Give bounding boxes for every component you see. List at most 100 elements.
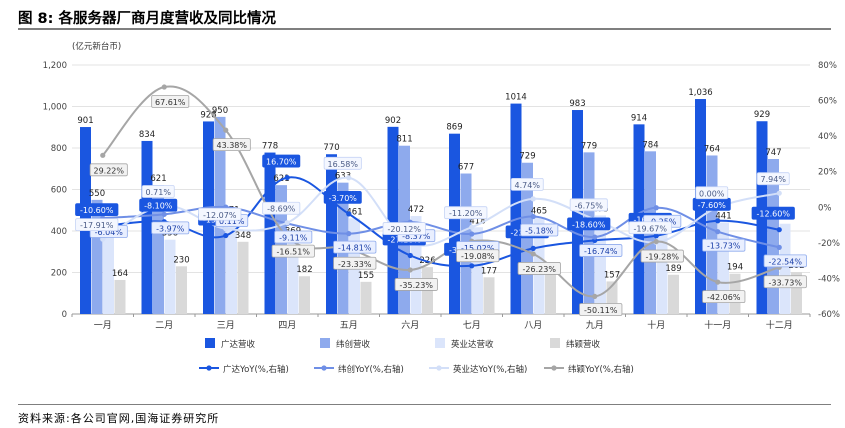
series-point — [530, 251, 536, 257]
bar — [237, 241, 249, 314]
bar-value-label: 633 — [335, 172, 351, 182]
series-point — [469, 231, 475, 237]
y-left-tick: 800 — [51, 144, 67, 154]
bar — [510, 103, 522, 314]
bar-value-label: 729 — [519, 152, 535, 162]
bar — [226, 216, 237, 314]
bar — [656, 230, 668, 314]
bar — [768, 158, 779, 314]
bar-value-label: 901 — [77, 116, 93, 126]
legend-swatch — [320, 338, 330, 348]
bar-value-label: 1014 — [505, 93, 527, 103]
bar-value-label: 811 — [396, 135, 412, 145]
legend-label: 广达YoY(%,右轴) — [223, 364, 289, 375]
y-right-tick: 40% — [818, 132, 837, 142]
series-point — [161, 211, 167, 217]
x-tick-label: 十一月 — [704, 319, 731, 331]
series-point — [592, 234, 598, 240]
yoy-label-box — [763, 275, 807, 289]
legend-swatch — [550, 338, 560, 348]
bar-value-label: 472 — [408, 205, 424, 215]
legend-label: 纬创营收 — [336, 339, 371, 350]
yoy-value-label: -15.02% — [461, 244, 495, 253]
legend-marker — [321, 365, 327, 371]
yoy-value-label: -13.73% — [707, 242, 741, 251]
yoy-value-label: -19.67% — [634, 224, 668, 233]
series-point — [284, 174, 290, 181]
y-right-tick: -60% — [818, 310, 840, 320]
bar — [387, 126, 399, 315]
yoy-value-label: -16.74% — [584, 247, 618, 256]
bar-value-label: 869 — [446, 123, 462, 133]
bar-value-label: 621 — [150, 174, 166, 184]
yoy-label-box — [75, 218, 119, 232]
y-right-tick: 80% — [818, 61, 837, 71]
bar-value-label: 418 — [469, 216, 485, 226]
yoy-label-box — [198, 207, 242, 221]
bar-value-label: 155 — [358, 271, 374, 281]
legend-label: 纬颖营收 — [566, 339, 601, 350]
bar — [326, 154, 337, 314]
yoy-label-box — [640, 249, 684, 263]
yoy-value-label: 67.61% — [155, 98, 186, 107]
series-point — [776, 244, 782, 250]
bar-value-label: 461 — [346, 207, 362, 217]
yoy-value-label: -12.60% — [757, 210, 791, 219]
yoy-value-label: -6.75% — [575, 201, 604, 210]
bar — [91, 199, 103, 314]
yoy-value-label: -11.20% — [449, 209, 483, 218]
legend-marker — [551, 365, 557, 371]
bar — [153, 185, 164, 314]
figure-title: 图 8: 各服务器厂商月度营收及同比情况 — [18, 7, 276, 28]
bar — [114, 279, 126, 314]
bar-value-label: 465 — [531, 207, 547, 217]
series-point — [530, 213, 536, 220]
y-left-tick: 1,200 — [43, 61, 67, 71]
y-right-tick: 60% — [818, 97, 837, 107]
bar-value-label: 177 — [481, 266, 497, 276]
bar-value-label: 194 — [727, 263, 743, 273]
bar-value-label: 230 — [173, 255, 189, 265]
bar-value-label: 550 — [89, 189, 105, 199]
yoy-label-box — [695, 186, 729, 200]
yoy-value-label: -8.10% — [144, 202, 173, 211]
legend-swatch — [205, 338, 215, 348]
series-point — [100, 152, 106, 158]
series-point — [346, 175, 352, 181]
yoy-value-label: -14.81% — [338, 244, 372, 253]
bar-value-label: 770 — [323, 143, 339, 153]
yoy-label-box — [151, 221, 190, 235]
yoy-value-label: -5.18% — [525, 226, 554, 235]
yoy-label-box — [456, 249, 500, 263]
yoy-label-box — [517, 262, 561, 275]
bar — [176, 266, 187, 314]
series-point — [284, 220, 290, 226]
series-point — [653, 238, 659, 245]
yoy-value-label: 16.58% — [327, 160, 358, 169]
series-point — [223, 127, 229, 133]
bar — [483, 277, 495, 314]
yoy-value-label: 0.71% — [146, 188, 172, 197]
source-note: 资料来源:各公司官网,国海证券研究所 — [18, 412, 220, 425]
bar-value-label: 677 — [458, 163, 474, 173]
y-axis-unit: (亿元新台币) — [72, 42, 122, 52]
series-point — [776, 227, 782, 233]
bar — [595, 215, 606, 314]
legend-swatch — [435, 338, 445, 348]
chart: 0 200 400 600 800 1,000 1,200 -60% -40% -20% 0% 20%… — [43, 61, 840, 375]
bar — [706, 155, 718, 314]
x-tick-label: 七月 — [463, 320, 481, 331]
series-point — [346, 231, 352, 237]
x-tick-label: 四月 — [278, 320, 296, 331]
yoy-label-box — [567, 217, 611, 231]
series-point — [407, 252, 413, 259]
bar — [606, 281, 618, 314]
yoy-label-box — [333, 240, 377, 254]
yoy-label-box — [702, 290, 746, 303]
series-point — [469, 224, 475, 230]
y-left-tick: 200 — [51, 269, 67, 279]
y-right-tick: 0% — [818, 203, 832, 213]
yoy-label-box — [579, 244, 623, 257]
yoy-value-label: -42.06% — [707, 293, 741, 302]
yoy-value-label: 4.74% — [515, 181, 541, 190]
